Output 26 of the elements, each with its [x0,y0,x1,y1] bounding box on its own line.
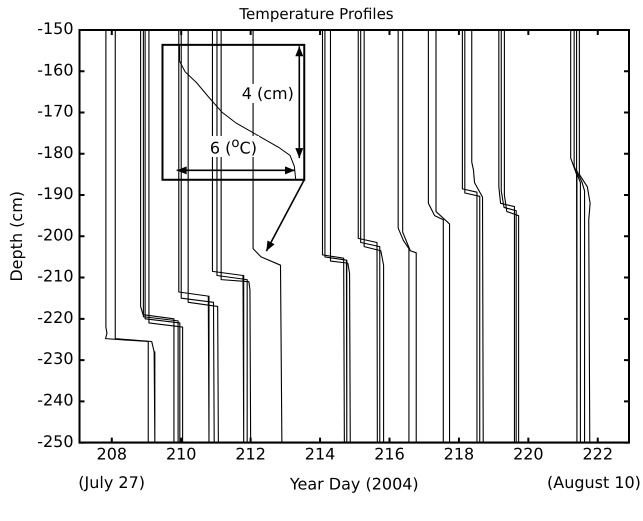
annotation: 6 ($^{o}$C) [208,136,259,158]
y-tick-label: -170 [37,102,74,121]
x-tick-label: 214 [304,444,336,464]
text: (July 27) [78,472,145,492]
annotation: 4 (cm) [240,84,296,103]
y-tick-label: -190 [37,184,74,204]
x-axis-title: Year Day (2004) [288,474,419,494]
x-tick-label: 222 [582,444,614,464]
y-tick-label: -230 [37,349,74,368]
y-axis-title: Depth (cm) [6,190,26,282]
x-tick-label: 210 [166,444,196,464]
y-tick-label: -180 [37,142,74,162]
chart-title: Temperature Profiles [238,4,394,23]
x-tick-label: 218 [444,444,474,464]
x-tick-label: 216 [374,444,405,464]
y-tick-label: -220 [37,308,74,327]
y-tick-label: -150 [37,19,74,38]
y-tick-label: -250 [37,432,74,451]
x-tick-label: 212 [235,444,266,464]
y-tick-label: -210 [37,266,74,286]
y-tick-label: -240 [37,390,74,410]
x-tick-label: 220 [513,444,544,464]
text: (August 10) [547,472,641,492]
x-tick-label: 208 [96,444,128,464]
y-tick-label: -200 [37,225,74,244]
y-tick-label: -160 [37,60,74,80]
